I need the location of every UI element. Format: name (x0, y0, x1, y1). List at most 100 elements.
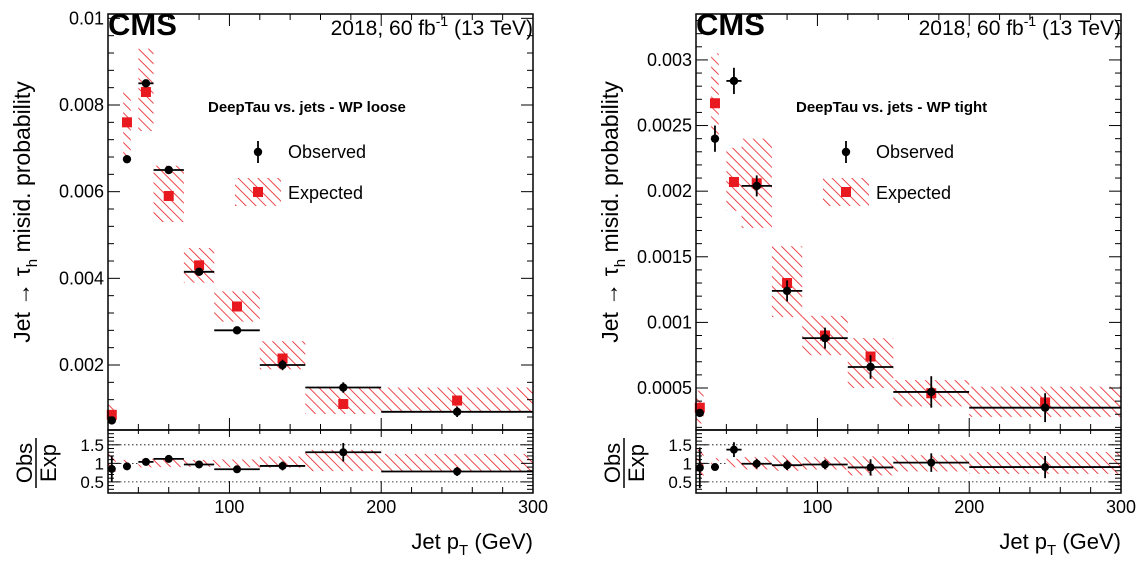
x-tick-label: 100 (214, 497, 244, 517)
ratio-marker (695, 463, 704, 472)
ratio-marker (164, 454, 173, 463)
ratio-y-tick-label: 1.5 (80, 436, 104, 455)
legend-expected-marker (841, 187, 851, 197)
observed-marker (710, 134, 720, 143)
x-tick-label: 300 (1106, 497, 1136, 517)
ratio-marker (453, 467, 462, 476)
lumi-label: 2018, 60 fb-1 (13 TeV) (331, 13, 533, 40)
lumi-label: 2018, 60 fb-1 (13 TeV) (919, 13, 1121, 40)
expected-marker (452, 395, 463, 406)
x-axis-label: Jet pT (GeV) (999, 529, 1121, 559)
chart-panel-2: CMS 2018, 60 fb-1 (13 TeV) Jet → τh misid.… (597, 7, 1136, 559)
observed-marker (339, 383, 348, 392)
x-tick-label: 300 (518, 497, 548, 517)
observed-marker (107, 416, 116, 425)
expected-marker (694, 402, 705, 413)
observed-marker (752, 181, 761, 191)
expected-marker (709, 98, 720, 109)
expected-marker (194, 260, 205, 271)
legend-expected-label: Expected (288, 183, 363, 203)
expected-marker (121, 117, 132, 128)
expected-band (711, 53, 719, 139)
ratio-band (711, 458, 719, 468)
observed-marker (452, 407, 462, 416)
ratio-marker (1041, 463, 1050, 472)
ratio-y-tick-label: 0.5 (668, 473, 692, 492)
legend-title: DeepTau vs. jets - WP tight (796, 99, 987, 116)
ratio-marker (107, 464, 116, 473)
experiment-label: CMS (108, 7, 177, 42)
observed-marker (729, 76, 739, 86)
ratio-y-tick-label: 1 (95, 454, 104, 473)
expected-marker (163, 191, 174, 201)
x-tick-label: 200 (366, 497, 396, 517)
y-tick-label: 0.001 (647, 312, 692, 332)
legend-title: DeepTau vs. jets - WP loose (208, 99, 406, 116)
ratio-marker (783, 461, 792, 470)
ratio-label-denominator: Exp (36, 444, 61, 482)
observed-marker (278, 360, 287, 370)
observed-marker (695, 408, 704, 418)
observed-marker (820, 333, 830, 343)
observed-marker (232, 326, 242, 335)
y-tick-label: 0.006 (59, 182, 104, 202)
x-tick-label: 200 (954, 497, 984, 517)
y-tick-label: 0.01 (69, 8, 104, 28)
ratio-band (726, 458, 742, 468)
expected-marker (106, 409, 117, 420)
y-axis-label: Jet → τh misid. probability (9, 81, 41, 343)
ratio-marker (339, 448, 348, 457)
y-tick-label: 0.008 (59, 95, 104, 115)
legend-expected-label: Expected (876, 183, 951, 203)
ratio-label-numerator: Obs (600, 443, 625, 483)
ratio-marker (233, 465, 242, 474)
ratio-band (381, 453, 533, 473)
y-tick-label: 0.002 (59, 355, 104, 375)
ratio-marker (710, 463, 719, 472)
observed-marker (782, 286, 792, 296)
y-axis-label: Jet → τh misid. probability (597, 81, 629, 343)
expected-marker (338, 399, 349, 409)
ratio-marker (729, 445, 738, 454)
y-tick-label: 0.0015 (637, 247, 692, 267)
ratio-band (214, 459, 260, 468)
x-tick-label: 100 (802, 497, 832, 517)
expected-marker (232, 301, 243, 312)
y-tick-label: 0.0005 (637, 378, 692, 398)
expected-marker (277, 353, 288, 364)
observed-marker (141, 79, 151, 88)
observed-marker (927, 387, 936, 397)
x-axis-label: Jet pT (GeV) (411, 529, 533, 559)
observed-marker (1040, 403, 1050, 412)
legend-expected-marker (253, 187, 263, 197)
y-tick-label: 0.002 (647, 181, 692, 201)
ratio-marker (195, 460, 204, 469)
observed-marker (164, 165, 173, 175)
ratio-y-tick-label: 1.5 (668, 436, 692, 455)
ratio-marker (141, 457, 150, 466)
y-tick-label: 0.0025 (637, 116, 692, 136)
observed-marker (866, 362, 875, 372)
ratio-marker (821, 460, 830, 469)
ratio-marker (866, 463, 875, 472)
ratio-marker (927, 458, 936, 467)
ratio-y-tick-label: 1 (683, 454, 692, 473)
observed-marker (122, 154, 132, 164)
expected-marker (728, 176, 739, 187)
legend-observed-label: Observed (288, 142, 366, 162)
ratio-y-tick-label: 0.5 (80, 473, 104, 492)
ratio-marker (752, 459, 761, 468)
experiment-label: CMS (696, 7, 765, 42)
observed-marker (194, 267, 204, 277)
expected-marker (140, 87, 151, 97)
legend-observed-label: Observed (876, 142, 954, 162)
ratio-label-numerator: Obs (12, 443, 37, 483)
chart-panel-1: CMS 2018, 60 fb-1 (13 TeV) Jet → τh misid.… (9, 7, 548, 559)
y-tick-label: 0.004 (59, 268, 104, 288)
ratio-band (153, 458, 184, 468)
ratio-marker (278, 461, 287, 470)
ratio-label-denominator: Exp (624, 444, 649, 482)
ratio-marker (122, 462, 131, 471)
y-tick-label: 0.003 (647, 50, 692, 70)
